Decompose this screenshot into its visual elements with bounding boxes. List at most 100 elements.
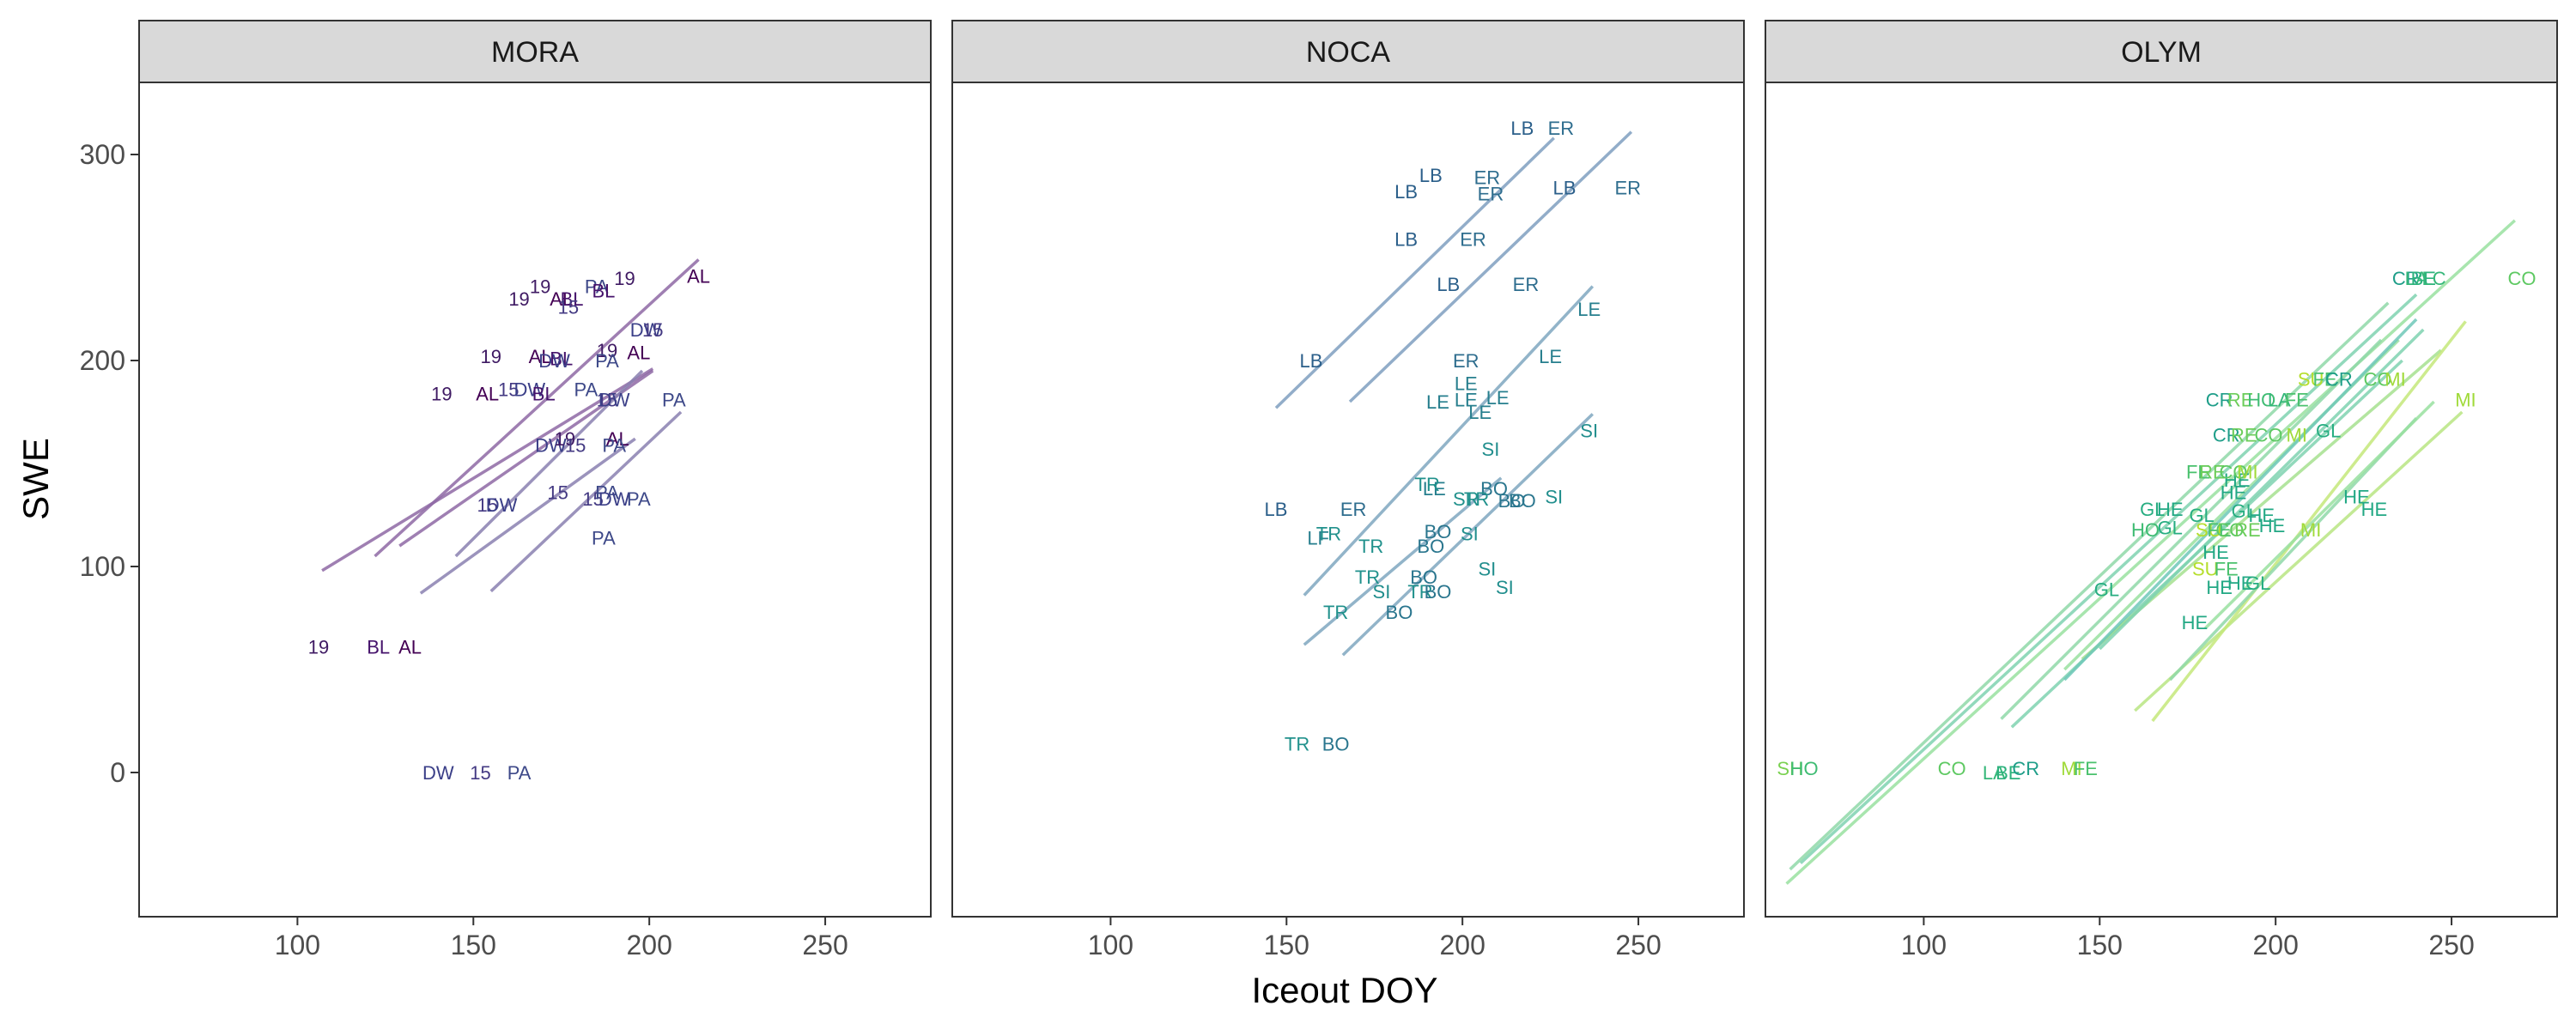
facet-strip	[951, 20, 1745, 83]
series-line	[2000, 338, 2383, 720]
point-label: SI	[1478, 558, 1496, 579]
point-label: HO	[2247, 390, 2275, 411]
point-label: 15	[558, 297, 579, 318]
point-label: ER	[1548, 118, 1575, 139]
point-label: PA	[592, 527, 616, 548]
x-tick-label: 250	[2428, 930, 2474, 960]
point-label: SI	[1496, 577, 1514, 598]
point-label: TR	[1323, 602, 1348, 623]
point-label: TR	[1285, 733, 1309, 754]
point-label: HE	[2259, 515, 2286, 536]
point-label: CR	[2012, 758, 2039, 779]
point-label: 15	[477, 494, 497, 516]
point-label: MI	[2287, 424, 2307, 445]
point-label: LB	[1419, 165, 1443, 186]
point-label: DW	[422, 762, 454, 784]
point-label: LE	[1486, 387, 1510, 409]
point-label: 19	[508, 288, 529, 310]
point-label: SI	[1373, 581, 1391, 603]
facet-strip-label: MORA	[491, 36, 579, 69]
point-label: LA	[2268, 390, 2291, 411]
panel-border	[1765, 82, 2558, 918]
point-label: ER	[1460, 228, 1486, 250]
point-label: LB	[1437, 274, 1460, 295]
point-label: 19	[530, 276, 550, 298]
point-label: ER	[1474, 167, 1501, 188]
series-line	[419, 437, 636, 595]
point-label: LF	[1307, 527, 1329, 548]
y-tick-label: 300	[80, 139, 125, 170]
point-label: ER	[1478, 184, 1504, 205]
point-label: SI	[1482, 439, 1500, 460]
point-label: ER	[1513, 274, 1540, 295]
series-line	[1341, 413, 1595, 657]
point-label: HE	[2249, 505, 2275, 526]
x-tick-label: 200	[1439, 930, 1485, 960]
point-label: PA	[595, 350, 619, 372]
point-label: RE	[2199, 462, 2226, 483]
point-label: BL	[550, 348, 573, 370]
point-label: ER	[1340, 499, 1367, 520]
point-label: 19	[614, 268, 635, 289]
point-label: TR	[1316, 524, 1341, 545]
point-label: CO	[2215, 519, 2244, 541]
point-label: 15	[565, 434, 586, 456]
point-label: AL	[476, 383, 499, 404]
point-label: 15	[597, 390, 617, 411]
point-label: MI	[2237, 462, 2257, 483]
point-label: 15	[582, 488, 603, 510]
point-label: FE	[2074, 758, 2098, 779]
point-label: TR	[1358, 536, 1383, 557]
point-label: GL	[2140, 499, 2165, 520]
x-tick-label: 200	[626, 930, 671, 960]
point-label: LA	[2405, 268, 2428, 289]
point-label: CO	[1938, 758, 1966, 779]
point-label: LB	[1394, 228, 1418, 250]
point-label: GL	[2232, 500, 2257, 522]
point-label: AL	[398, 637, 422, 658]
y-tick-label: 0	[110, 757, 125, 788]
facet-strip	[1765, 20, 2558, 83]
series-line	[2203, 400, 2435, 630]
point-label: MI	[2061, 758, 2081, 779]
point-label: FE	[2285, 390, 2309, 411]
point-label: LE	[1455, 373, 1478, 394]
point-label: FE	[2312, 369, 2336, 391]
point-label: TR	[1464, 488, 1489, 510]
point-label: BO	[1322, 733, 1350, 754]
point-label: CO	[2364, 369, 2392, 391]
point-label: TR	[1415, 474, 1440, 495]
point-label: CR	[2392, 268, 2420, 289]
point-label: ER	[1453, 350, 1479, 372]
point-label: 15	[498, 379, 519, 401]
point-label: 19	[481, 346, 501, 367]
series-line	[2151, 320, 2467, 723]
point-label: BE	[1996, 762, 2020, 784]
point-label: 15	[642, 319, 663, 341]
point-label: HE	[2206, 577, 2233, 598]
point-label: DW	[598, 488, 630, 510]
point-label: LB	[1394, 181, 1418, 203]
point-label: FE	[2186, 462, 2210, 483]
point-label: RE	[2231, 424, 2257, 445]
point-label: BO	[1410, 566, 1437, 588]
point-label: DW	[630, 319, 662, 341]
x-tick-label: 100	[275, 930, 320, 960]
point-label: SU	[2196, 519, 2222, 541]
point-label: SU	[2192, 558, 2219, 579]
x-tick-label: 150	[2077, 930, 2123, 960]
panel-border	[951, 82, 1745, 918]
point-label: TR	[1355, 566, 1380, 588]
y-tick-label: 100	[80, 551, 125, 582]
point-label: MI	[2455, 390, 2476, 411]
series-line	[398, 369, 654, 548]
x-axis-title: Iceout DOY	[1251, 970, 1437, 1010]
series-line	[1799, 293, 2418, 864]
x-tick-label: 200	[2252, 930, 2298, 960]
point-label: HE	[2361, 499, 2388, 520]
point-label: SH	[1777, 758, 1803, 779]
point-label: BL	[592, 280, 615, 301]
point-label: HE	[2182, 612, 2208, 633]
